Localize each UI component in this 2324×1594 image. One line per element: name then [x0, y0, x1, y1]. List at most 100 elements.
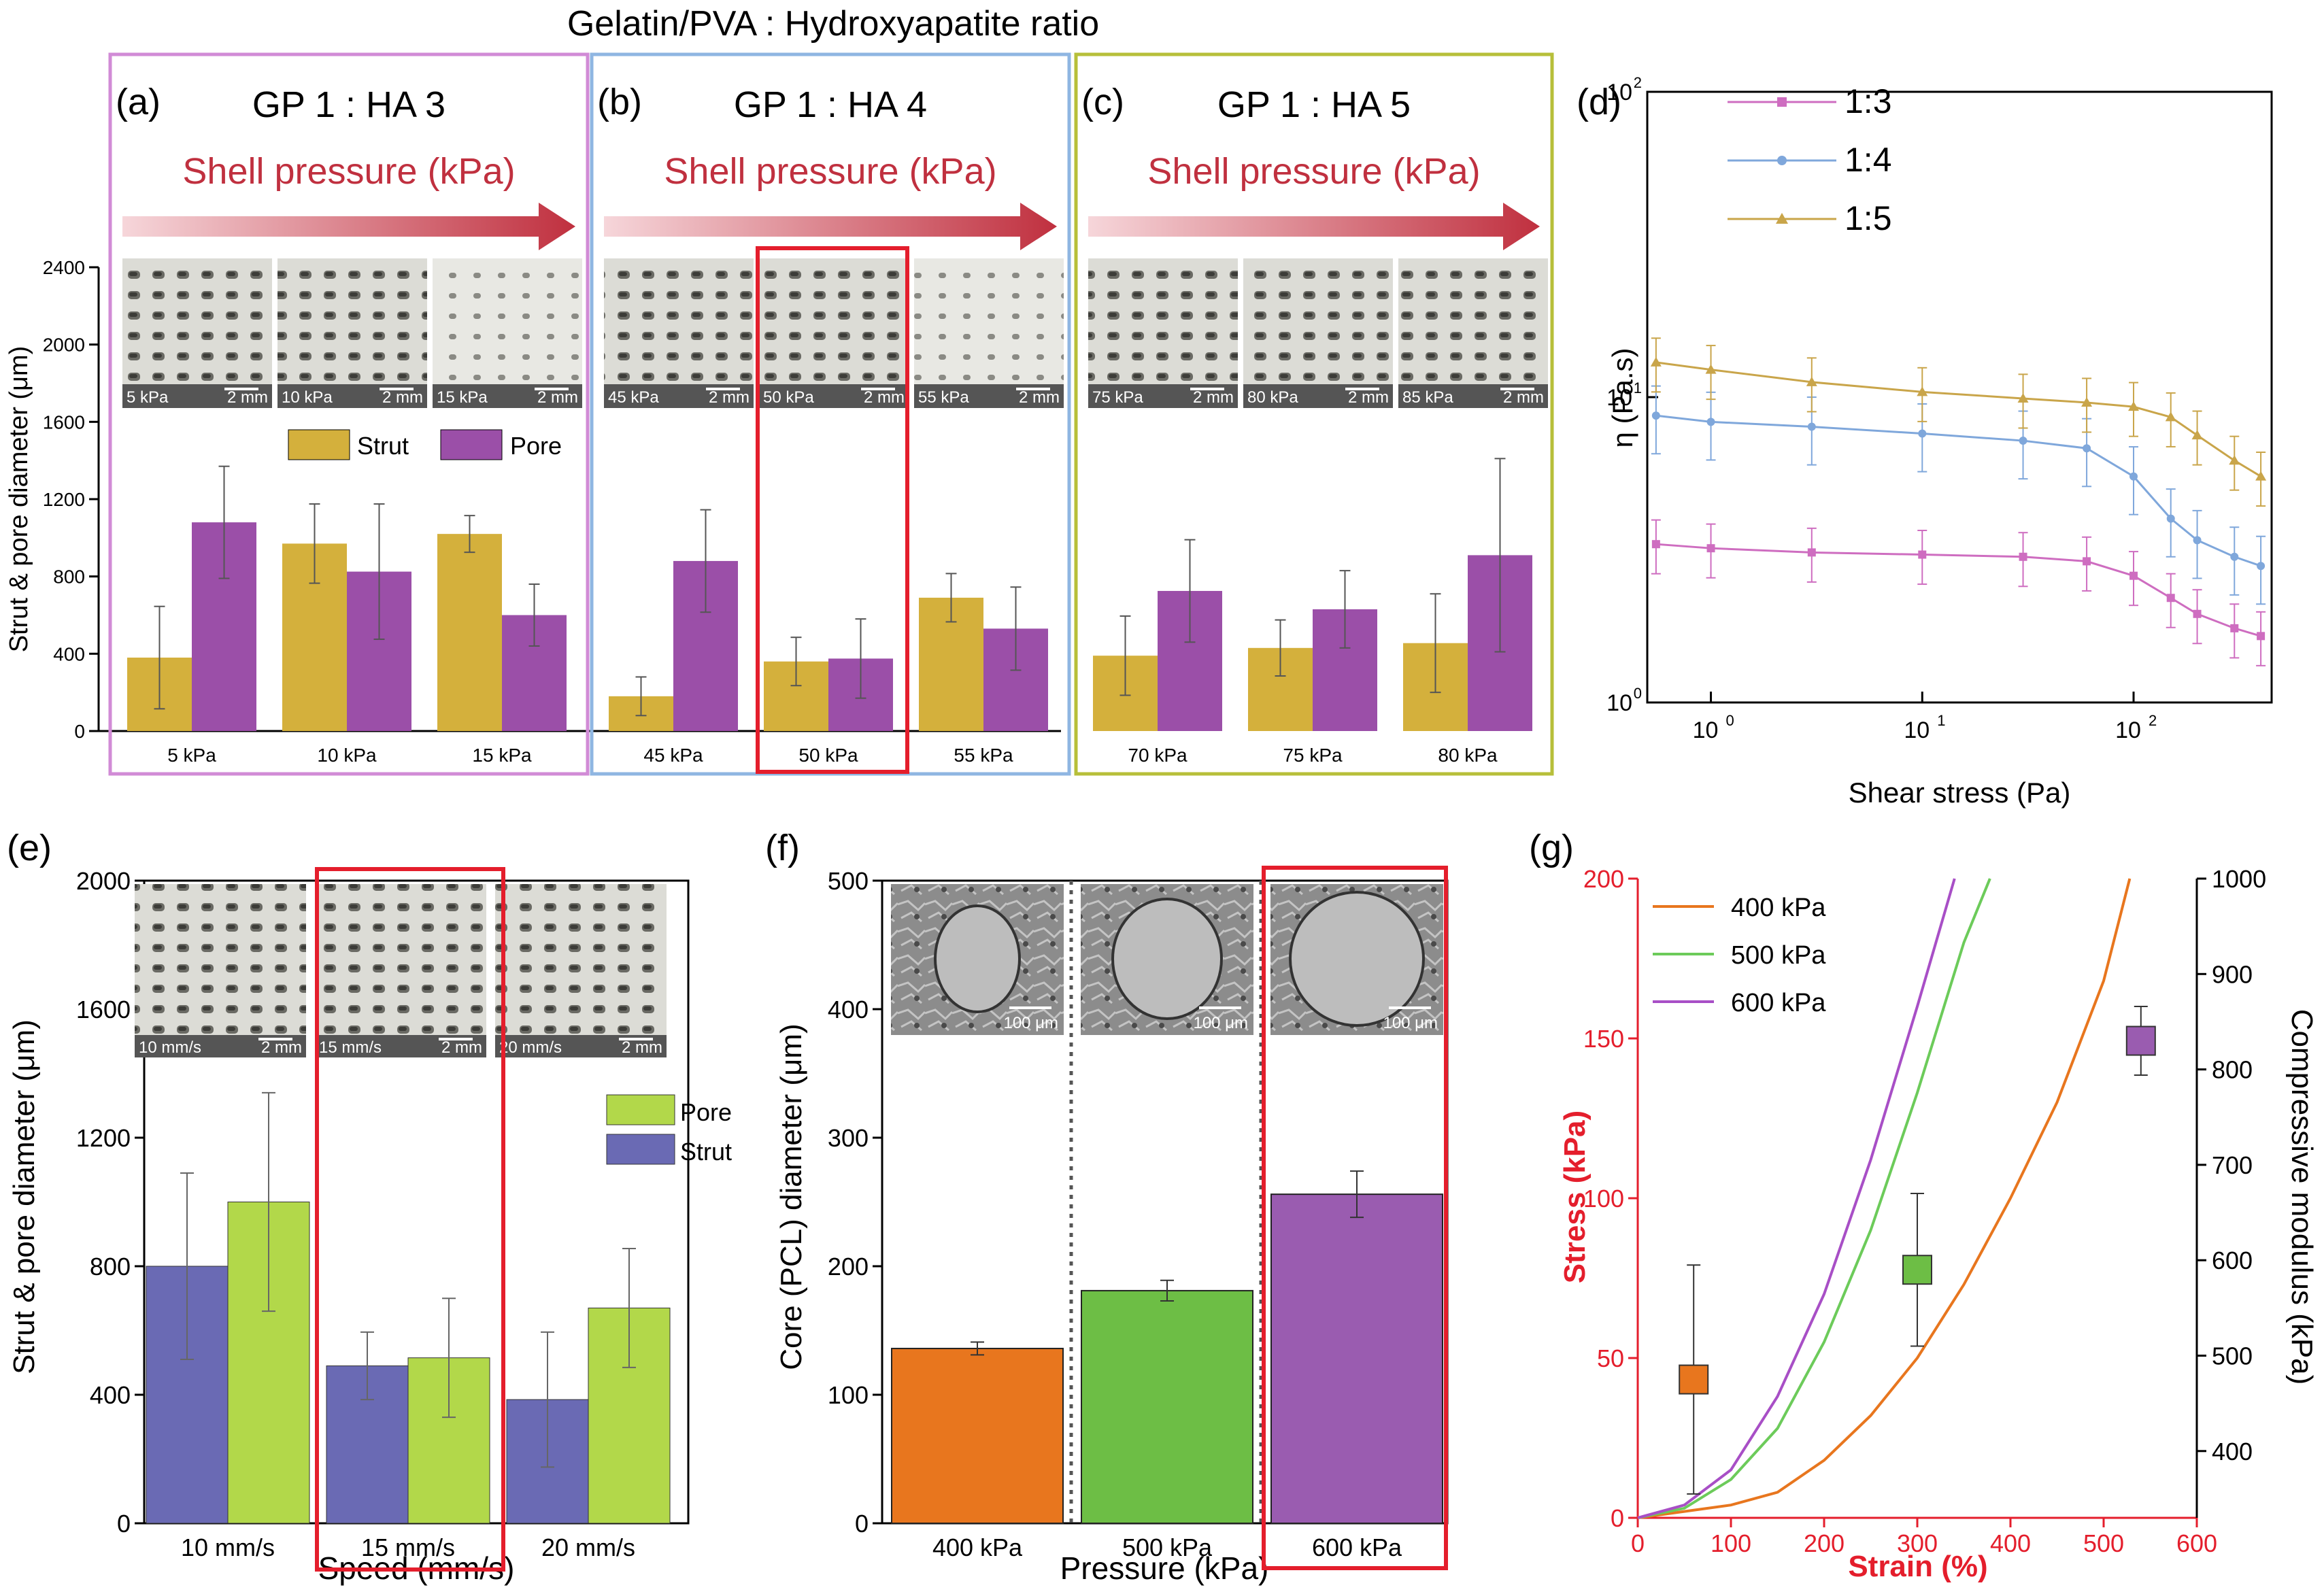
image-speed-label: 20 mm/s: [499, 1038, 562, 1057]
core-cross-section: [1289, 891, 1425, 1027]
data-point: [2257, 562, 2266, 571]
data-point: [2128, 401, 2140, 411]
panel-frame: [1074, 52, 1554, 776]
x-tick-label: 15 kPa: [472, 745, 532, 766]
image-scale-label: 2 mm: [537, 388, 578, 407]
highlight-box: [756, 246, 909, 774]
data-point: [1917, 386, 1928, 396]
data-point: [1705, 364, 1717, 374]
image-pressure-label: 85 kPa: [1402, 388, 1453, 407]
image-pressure-label: 75 kPa: [1092, 388, 1143, 407]
core-bar: [1081, 1289, 1253, 1525]
image-speed-label: 10 mm/s: [139, 1038, 201, 1057]
y-tick-label: 150: [1583, 1025, 1624, 1053]
x-tick-exponent: 2: [2149, 712, 2157, 729]
x-tick-label: 500 kPa: [1122, 1533, 1213, 1561]
panel-label: (e): [7, 828, 52, 868]
y2-tick-label: 600: [2212, 1247, 2253, 1274]
panel-f: (f) 0 100 200 300 400 500 Core (PCL) diameter (…: [765, 828, 1449, 1586]
y-tick-label: 100: [1583, 1185, 1624, 1213]
x-tick-label: 70 kPa: [1128, 745, 1188, 766]
y-tick-label: 10: [1606, 690, 1632, 716]
image-scale-label: 100 μm: [1003, 1014, 1058, 1032]
panel-label: (f): [765, 828, 800, 868]
strut-bar: [437, 534, 502, 731]
y-axis-label: Core (PCL) diameter (μm): [775, 1023, 808, 1370]
data-point: [1806, 376, 1817, 386]
data-point: [1706, 418, 1715, 426]
highlight-box: [1262, 866, 1448, 1570]
image-scale-label: 2 mm: [1019, 388, 1060, 407]
panel-label: (c): [1081, 82, 1124, 122]
image-scale-label: 2 mm: [1503, 388, 1544, 407]
y-tick-label: 500: [828, 867, 869, 895]
x-tick-exponent: 1: [1937, 712, 1945, 729]
image-scale-label: 2 mm: [864, 388, 905, 407]
y-tick-label: 2400: [43, 257, 85, 278]
panel-label: (d): [1577, 82, 1621, 122]
x-tick-label: 600: [2176, 1529, 2217, 1557]
data-point: [2083, 557, 2091, 566]
y-tick-label: 10: [1606, 80, 1632, 105]
modulus-point: [2125, 1025, 2156, 1056]
y-tick-label: 1600: [76, 996, 131, 1023]
data-point: [2229, 455, 2240, 465]
x-tick-label: 75 kPa: [1283, 745, 1343, 766]
x-tick-label: 400: [1990, 1529, 2031, 1557]
x-tick-label: 45 kPa: [643, 745, 703, 766]
panel-label: (g): [1529, 828, 1574, 868]
scaffold-image: [122, 258, 272, 408]
y-tick-label: 50: [1597, 1344, 1624, 1372]
legend-marker: [1777, 156, 1787, 165]
image-pressure-label: 80 kPa: [1247, 388, 1298, 407]
legend-strut-label: Strut: [357, 432, 409, 460]
y-tick-label: 0: [1611, 1504, 1624, 1532]
scaffold-image: [433, 258, 582, 408]
data-point: [2019, 552, 2027, 561]
panel-label: (b): [597, 82, 642, 122]
y-axis-label: η (Pa.s): [1606, 347, 1638, 447]
x-tick-label: 200: [1804, 1529, 1845, 1557]
pressure-arrow: [122, 203, 575, 250]
x-tick-label: 10: [1904, 717, 1930, 743]
image-speed-label: 15 mm/s: [319, 1038, 382, 1057]
y2-axis-label: Compressive modulus (kPa): [2285, 1009, 2319, 1385]
shell-pressure-label: Shell pressure (kPa): [1147, 151, 1480, 192]
image-pressure-label: 45 kPa: [608, 388, 659, 407]
scaffold-image: [1398, 258, 1548, 408]
legend-label: 600 kPa: [1731, 989, 1826, 1017]
legend-strut-label: Strut: [680, 1138, 732, 1166]
image-pressure-label: 10 kPa: [282, 388, 333, 407]
figure-title: Gelatin/PVA : Hydroxyapatite ratio: [567, 4, 1099, 44]
y-tick-label: 400: [828, 996, 869, 1023]
panel-title: GP 1 : HA 5: [1217, 84, 1411, 125]
y2-tick-label: 800: [2212, 1056, 2253, 1084]
panel-label: (a): [116, 82, 161, 122]
data-point: [2255, 471, 2267, 481]
y-tick-label: 1600: [43, 411, 85, 433]
legend-label: 1:3: [1845, 82, 1892, 120]
y-tick-exponent: 0: [1634, 685, 1642, 702]
data-point: [2166, 594, 2175, 603]
y-tick-label: 300: [828, 1124, 869, 1152]
panel-frame: [108, 52, 590, 776]
image-scale-label: 2 mm: [1348, 388, 1389, 407]
x-tick-label: 10 kPa: [317, 745, 377, 766]
y-tick-label: 400: [53, 643, 85, 664]
x-tick-label: 15 mm/s: [361, 1533, 455, 1561]
data-point: [2230, 624, 2239, 632]
core-bar: [891, 1347, 1064, 1524]
legend-strut-swatch: [288, 429, 350, 460]
image-scale-label: 2 mm: [227, 388, 268, 407]
data-point: [1918, 550, 1927, 559]
y-axis-label: Strut & pore diameter (μm): [7, 1019, 41, 1374]
x-tick-label: 10 mm/s: [181, 1533, 275, 1561]
image-scale-label: 2 mm: [1193, 388, 1234, 407]
legend-pore-swatch: [440, 429, 503, 460]
image-scale-label: 100 μm: [1383, 1014, 1438, 1032]
data-point: [1651, 411, 1660, 420]
panels-abc: 0 400 800 1200 1600 2000 2400 Strut & pore diam…: [5, 52, 1554, 776]
panel-title: GP 1 : HA 3: [252, 84, 445, 125]
y2-tick-label: 500: [2212, 1342, 2253, 1370]
